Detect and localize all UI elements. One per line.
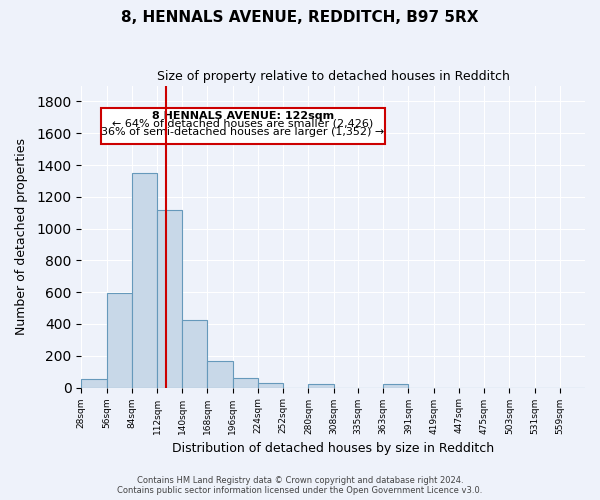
Bar (157, 210, 182, 388)
Text: ← 64% of detached houses are smaller (2,426): ← 64% of detached houses are smaller (2,… (112, 118, 374, 128)
Text: 36% of semi-detached houses are larger (1,352) →: 36% of semi-detached houses are larger (… (101, 126, 385, 136)
FancyBboxPatch shape (101, 108, 385, 144)
Text: 8 HENNALS AVENUE: 122sqm: 8 HENNALS AVENUE: 122sqm (152, 110, 334, 120)
Y-axis label: Number of detached properties: Number of detached properties (15, 138, 28, 335)
Bar (258, 383, 283, 388)
Bar (208, 360, 233, 388)
Bar (233, 378, 258, 388)
Bar (82, 379, 107, 388)
Bar (182, 320, 208, 388)
Text: 8, HENNALS AVENUE, REDDITCH, B97 5RX: 8, HENNALS AVENUE, REDDITCH, B97 5RX (121, 10, 479, 25)
Title: Size of property relative to detached houses in Redditch: Size of property relative to detached ho… (157, 70, 509, 83)
Text: Contains HM Land Registry data © Crown copyright and database right 2024.
Contai: Contains HM Land Registry data © Crown c… (118, 476, 482, 495)
Bar (107, 292, 132, 388)
X-axis label: Distribution of detached houses by size in Redditch: Distribution of detached houses by size … (172, 442, 494, 455)
Bar (383, 384, 409, 388)
Bar (308, 384, 334, 388)
Bar (132, 173, 157, 388)
